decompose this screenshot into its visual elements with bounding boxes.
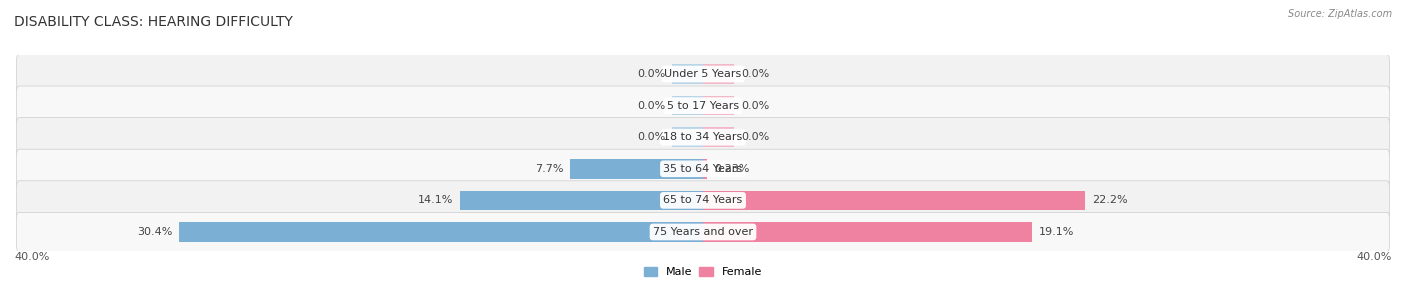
Text: 0.0%: 0.0% bbox=[741, 101, 769, 111]
Bar bbox=[703, 96, 734, 115]
Text: 35 to 64 Years: 35 to 64 Years bbox=[664, 164, 742, 174]
Text: 0.23%: 0.23% bbox=[714, 164, 749, 174]
Text: 0.0%: 0.0% bbox=[637, 132, 665, 142]
Text: DISABILITY CLASS: HEARING DIFFICULTY: DISABILITY CLASS: HEARING DIFFICULTY bbox=[14, 15, 292, 29]
FancyBboxPatch shape bbox=[17, 149, 1389, 188]
Text: 0.0%: 0.0% bbox=[637, 101, 665, 111]
Text: 7.7%: 7.7% bbox=[536, 164, 564, 174]
Bar bbox=[460, 191, 703, 210]
FancyBboxPatch shape bbox=[17, 181, 1389, 220]
Text: 30.4%: 30.4% bbox=[138, 227, 173, 237]
Text: Under 5 Years: Under 5 Years bbox=[665, 69, 741, 79]
Text: 22.2%: 22.2% bbox=[1092, 195, 1128, 205]
Text: 40.0%: 40.0% bbox=[1357, 252, 1392, 262]
Text: 0.0%: 0.0% bbox=[637, 69, 665, 79]
Bar bbox=[180, 222, 703, 242]
Bar bbox=[672, 64, 703, 84]
Text: 65 to 74 Years: 65 to 74 Years bbox=[664, 195, 742, 205]
Bar bbox=[703, 159, 707, 179]
Text: 0.0%: 0.0% bbox=[741, 132, 769, 142]
Text: 5 to 17 Years: 5 to 17 Years bbox=[666, 101, 740, 111]
FancyBboxPatch shape bbox=[17, 86, 1389, 125]
Bar bbox=[571, 159, 703, 179]
Text: 19.1%: 19.1% bbox=[1039, 227, 1074, 237]
Bar bbox=[703, 64, 734, 84]
Text: 40.0%: 40.0% bbox=[14, 252, 49, 262]
Bar bbox=[703, 127, 734, 147]
Text: 18 to 34 Years: 18 to 34 Years bbox=[664, 132, 742, 142]
Text: 14.1%: 14.1% bbox=[418, 195, 453, 205]
Text: Source: ZipAtlas.com: Source: ZipAtlas.com bbox=[1288, 9, 1392, 19]
Bar bbox=[672, 127, 703, 147]
Legend: Male, Female: Male, Female bbox=[641, 263, 765, 281]
FancyBboxPatch shape bbox=[17, 54, 1389, 94]
FancyBboxPatch shape bbox=[17, 212, 1389, 252]
Bar bbox=[672, 96, 703, 115]
Bar bbox=[703, 222, 1032, 242]
FancyBboxPatch shape bbox=[17, 118, 1389, 157]
Text: 75 Years and over: 75 Years and over bbox=[652, 227, 754, 237]
Bar bbox=[703, 191, 1085, 210]
Text: 0.0%: 0.0% bbox=[741, 69, 769, 79]
